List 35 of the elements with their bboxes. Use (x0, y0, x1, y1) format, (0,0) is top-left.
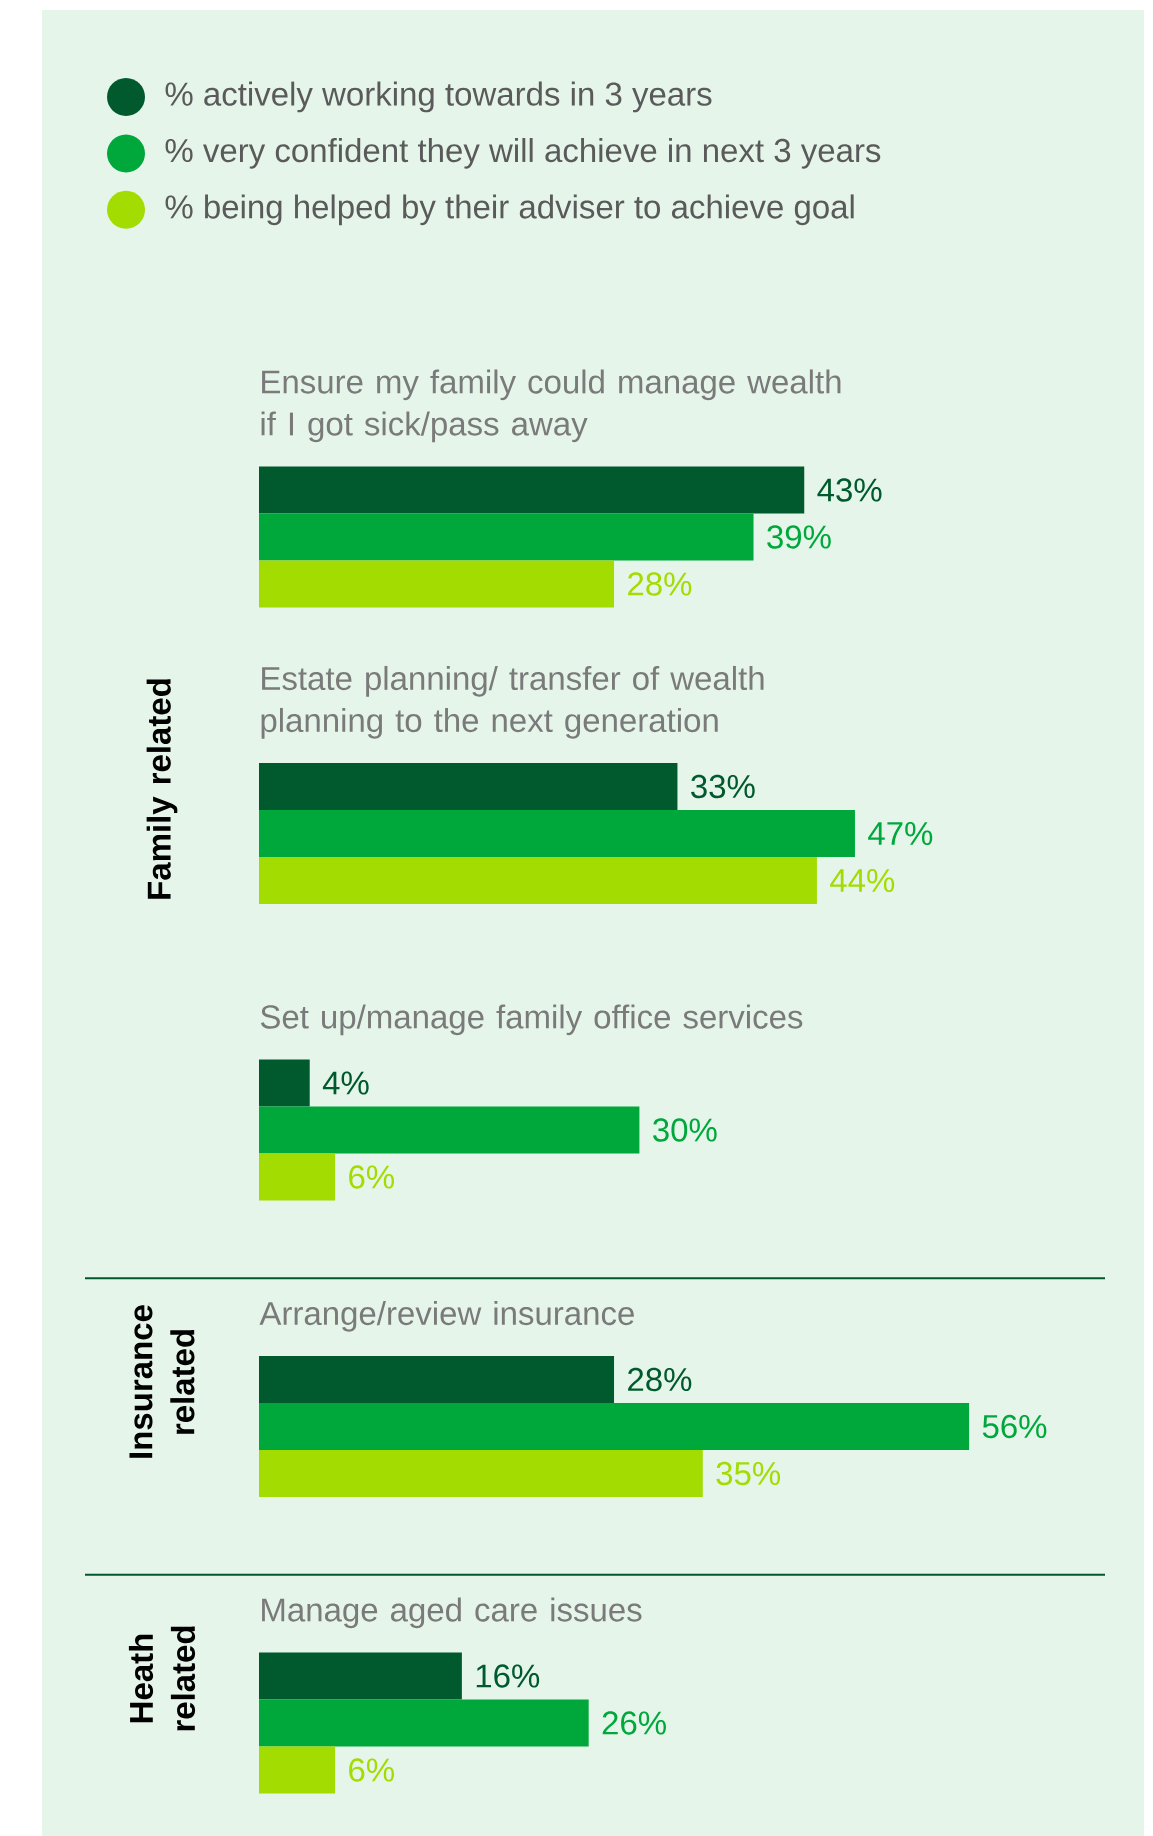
legend-label: % very confident they will achieve in next 3 years (165, 138, 881, 169)
bar (259, 763, 678, 810)
bar (259, 1153, 336, 1201)
y-tick-label: Arrange/review insurance (259, 1300, 634, 1332)
data-label: 43% (817, 478, 882, 502)
data-label: 30% (653, 1118, 717, 1142)
data-label: 28% (628, 1367, 692, 1392)
data-label: 35% (716, 1461, 781, 1486)
text: Insurance related (129, 1305, 195, 1458)
text: Family related (146, 679, 178, 899)
legend-label: % actively working towards in 3 years (165, 81, 712, 113)
data-label: 28% (628, 572, 692, 596)
bar (259, 1059, 310, 1107)
y-tick-label: Manage aged care issues (262, 1597, 642, 1629)
data-label: 44% (830, 868, 895, 893)
data-label: 47% (868, 821, 933, 846)
data-label: 56% (982, 1414, 1047, 1439)
legend-label: % being helped by their adviser to achieve goal (165, 194, 854, 226)
data-label: 33% (691, 774, 755, 799)
data-label: 26% (602, 1711, 666, 1735)
bar (259, 513, 754, 561)
data-label: 6% (349, 1758, 394, 1782)
y-tick-label: Estate planning/ transfer of wealth planning to the next generation (261, 665, 764, 739)
data-label: 6% (349, 1165, 394, 1189)
bar (259, 1106, 640, 1154)
y-tick-label: Set up/manage family office services (260, 1004, 803, 1036)
bar (259, 466, 805, 514)
data-label: 39% (767, 525, 831, 549)
data-label: 4% (322, 1071, 369, 1095)
bar (259, 560, 615, 608)
bar (259, 810, 855, 857)
bar (259, 856, 817, 904)
text: Heath related (128, 1626, 196, 1731)
data-label: 16% (476, 1664, 540, 1688)
y-tick-label: Ensure my family could manage wealth if I got sick/pass away (261, 369, 841, 443)
